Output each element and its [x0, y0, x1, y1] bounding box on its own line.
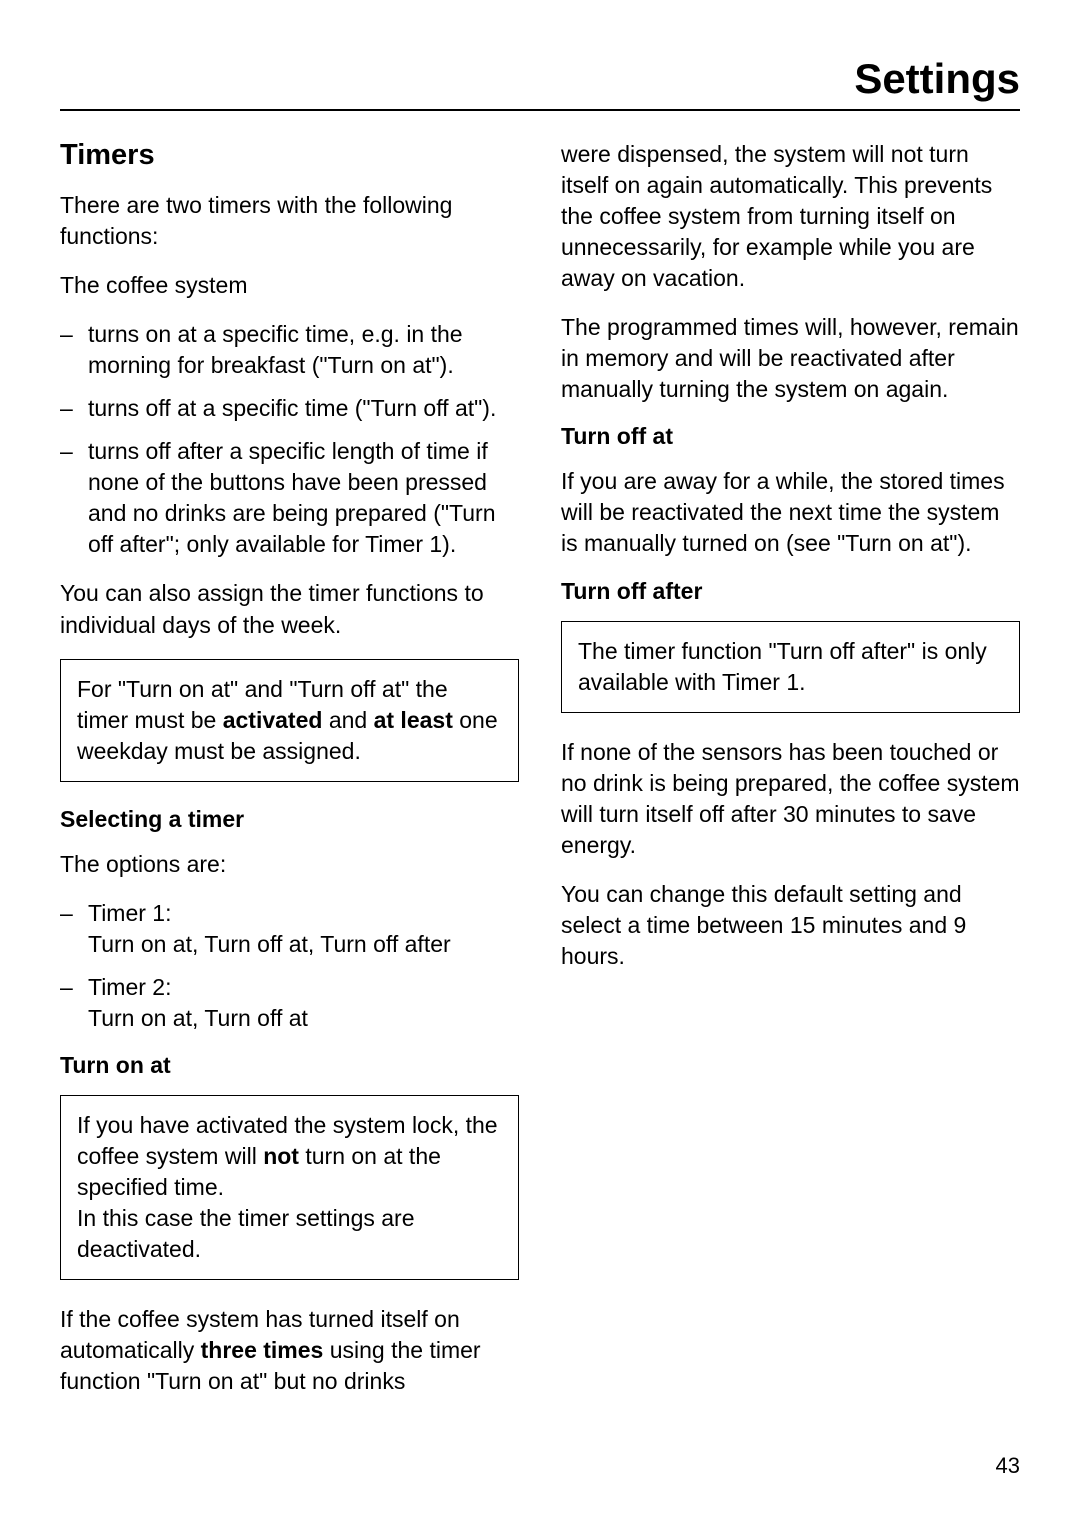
- page-header: Settings: [60, 55, 1020, 111]
- option-desc: Turn on at, Turn off at: [88, 1005, 308, 1031]
- sub-heading-turn-on-at: Turn on at: [60, 1052, 519, 1079]
- callout-text: In this case the timer settings are deac…: [77, 1205, 415, 1262]
- after-para-1: If none of the sensors has been touched …: [561, 737, 1020, 861]
- para-bold: three times: [201, 1337, 324, 1363]
- sub-heading-turn-off-after: Turn off after: [561, 578, 1020, 605]
- sub-heading-turn-off-at: Turn off at: [561, 423, 1020, 450]
- options-intro: The options are:: [60, 849, 519, 880]
- list-text: Timer 1: Turn on at, Turn off at, Turn o…: [88, 898, 519, 960]
- dash-icon: –: [60, 319, 88, 381]
- content-columns: Timers There are two timers with the fol…: [60, 139, 1020, 1415]
- turn-off-at-para: If you are away for a while, the stored …: [561, 466, 1020, 559]
- list-text: turns off after a specific length of tim…: [88, 436, 519, 560]
- list-item: – turns off at a specific time ("Turn of…: [60, 393, 519, 424]
- list-item: – turns on at a specific time, e.g. in t…: [60, 319, 519, 381]
- option-desc: Turn on at, Turn off at, Turn off after: [88, 931, 451, 957]
- callout-bold: activated: [223, 707, 323, 733]
- list-text: Timer 2: Turn on at, Turn off at: [88, 972, 519, 1034]
- page-number: 43: [996, 1453, 1020, 1479]
- callout-bold: at least: [374, 707, 453, 733]
- callout-activated: For "Turn on at" and "Turn off at" the t…: [60, 659, 519, 782]
- option-label: Timer 1:: [88, 900, 172, 926]
- sub-heading-selecting: Selecting a timer: [60, 806, 519, 833]
- callout-timer1-only: The timer function "Turn off after" is o…: [561, 621, 1020, 713]
- functions-list: – turns on at a specific time, e.g. in t…: [60, 319, 519, 560]
- list-text: turns off at a specific time ("Turn off …: [88, 393, 519, 424]
- cont-para-1: were dispensed, the system will not turn…: [561, 139, 1020, 294]
- assign-para: You can also assign the timer functions …: [60, 578, 519, 640]
- after-para-2: You can change this default setting and …: [561, 879, 1020, 972]
- list-text: turns on at a specific time, e.g. in the…: [88, 319, 519, 381]
- section-heading-timers: Timers: [60, 139, 519, 172]
- callout-system-lock: If you have activated the system lock, t…: [60, 1095, 519, 1280]
- cont-para-2: The programmed times will, however, rema…: [561, 312, 1020, 405]
- list-item: – Timer 2: Turn on at, Turn off at: [60, 972, 519, 1034]
- options-list: – Timer 1: Turn on at, Turn off at, Turn…: [60, 898, 519, 1034]
- intro-para-2: The coffee system: [60, 270, 519, 301]
- three-times-para: If the coffee system has turned itself o…: [60, 1304, 519, 1397]
- list-item: – Timer 1: Turn on at, Turn off at, Turn…: [60, 898, 519, 960]
- list-item: – turns off after a specific length of t…: [60, 436, 519, 560]
- callout-text: The timer function "Turn off after" is o…: [578, 638, 987, 695]
- right-column: were dispensed, the system will not turn…: [561, 139, 1020, 1415]
- option-label: Timer 2:: [88, 974, 172, 1000]
- callout-text: and: [322, 707, 373, 733]
- dash-icon: –: [60, 898, 88, 960]
- dash-icon: –: [60, 393, 88, 424]
- page-title: Settings: [60, 55, 1020, 103]
- dash-icon: –: [60, 436, 88, 560]
- callout-bold: not: [263, 1143, 299, 1169]
- dash-icon: –: [60, 972, 88, 1034]
- left-column: Timers There are two timers with the fol…: [60, 139, 519, 1415]
- intro-para-1: There are two timers with the following …: [60, 190, 519, 252]
